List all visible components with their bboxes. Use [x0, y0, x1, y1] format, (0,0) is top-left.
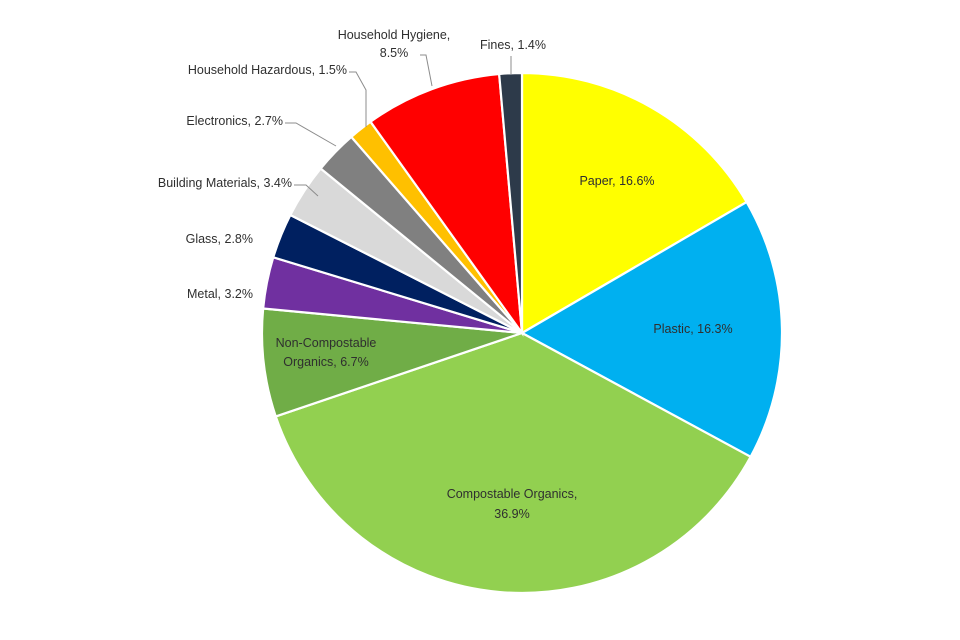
slice-label-non-compostable-organics: Non-Compostable Organics, 6.7% [276, 336, 377, 369]
slice-label-glass: Glass, 2.8% [186, 232, 253, 246]
pie-labels: Paper, 16.6% Plastic, 16.3% Compostable Or… [158, 28, 733, 521]
slice-label-plastic: Plastic, 16.3% [653, 322, 732, 336]
slice-label-household-hazardous: Household Hazardous, 1.5% [188, 63, 347, 77]
leader-line-building-materials [294, 184, 319, 197]
slice-label-compostable-organics: Compostable Organics, 36.9% [447, 487, 578, 521]
pie-slice-plastic [519, 200, 784, 459]
leader-line-electronics [285, 122, 337, 147]
pie-slice-compostable-organics [274, 331, 753, 595]
pie-slice-paper [520, 71, 749, 335]
leader-line-household-hygiene [420, 54, 433, 87]
slice-label-household-hygiene: Household Hygiene, 8.5% [338, 28, 451, 60]
slice-label-building-materials: Building Materials, 3.4% [158, 176, 292, 190]
slice-label-fines: Fines, 1.4% [480, 38, 546, 52]
slice-label-paper: Paper, 16.6% [579, 174, 654, 188]
slice-label-electronics: Electronics, 2.7% [186, 114, 283, 128]
slice-label-metal: Metal, 3.2% [187, 287, 253, 301]
pie-slices [260, 71, 784, 595]
leader-line-household-hazardous [349, 71, 367, 127]
pie-slice-non-compostable-organics [260, 307, 523, 418]
pie-slice-household-hygiene [368, 72, 524, 337]
